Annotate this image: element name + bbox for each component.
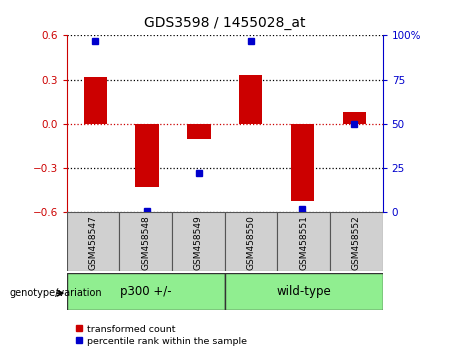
Bar — [225, 273, 383, 310]
Bar — [119, 212, 172, 271]
Text: genotype/variation: genotype/variation — [9, 288, 102, 298]
Text: GSM458550: GSM458550 — [247, 215, 255, 270]
Bar — [278, 212, 330, 271]
Text: GSM458548: GSM458548 — [141, 215, 150, 270]
Bar — [67, 212, 119, 271]
Bar — [67, 273, 225, 310]
Bar — [172, 212, 225, 271]
Text: GDS3598 / 1455028_at: GDS3598 / 1455028_at — [144, 16, 305, 30]
Bar — [343, 112, 366, 124]
Text: GSM458552: GSM458552 — [352, 215, 361, 270]
Text: GSM458551: GSM458551 — [299, 215, 308, 270]
Text: GSM458549: GSM458549 — [194, 215, 203, 270]
Bar — [330, 212, 383, 271]
Text: p300 +/-: p300 +/- — [120, 285, 171, 298]
Bar — [187, 124, 211, 139]
Bar — [225, 212, 278, 271]
Bar — [291, 124, 314, 201]
Bar — [83, 77, 107, 124]
Bar — [239, 75, 262, 124]
Text: GSM458547: GSM458547 — [89, 215, 98, 270]
Bar — [136, 124, 159, 187]
Text: wild-type: wild-type — [276, 285, 331, 298]
Legend: transformed count, percentile rank within the sample: transformed count, percentile rank withi… — [71, 321, 250, 349]
